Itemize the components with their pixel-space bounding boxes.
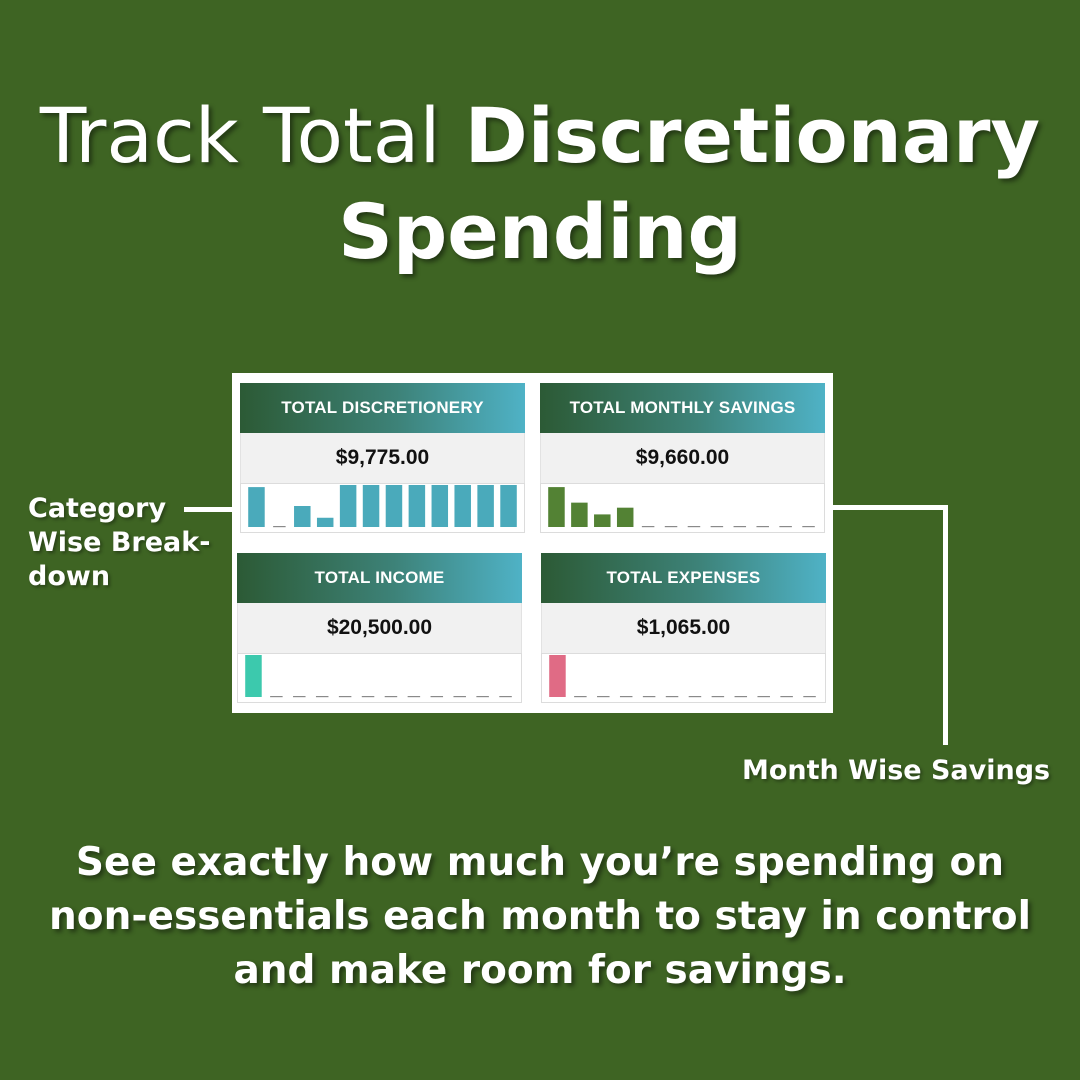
sparkline-empty-marker <box>270 696 283 698</box>
sparkline-empty-marker <box>499 696 512 698</box>
sparkline-bar <box>477 485 494 527</box>
sparkline-svg <box>245 655 512 698</box>
sparkline-empty-marker <box>780 696 793 698</box>
sparkline-bar <box>245 655 262 697</box>
annotation-line: Category <box>28 493 167 524</box>
sparkline-bar <box>594 514 611 527</box>
connector-line-category <box>184 507 236 512</box>
sparkline-empty-marker <box>338 696 352 698</box>
sparkline-svg <box>548 487 815 528</box>
card-total-monthly-savings: TOTAL MONTHLY SAVINGS $9,660.00 <box>540 383 825 533</box>
sparkline-empty-marker <box>779 526 792 528</box>
headline-bold-text: Discretionary <box>464 91 1041 180</box>
sparkline-empty-marker <box>641 526 655 528</box>
sparkline-bar <box>548 487 565 527</box>
description-text: See exactly how much you’re spending on … <box>30 836 1050 998</box>
sparkline-bar <box>431 485 449 527</box>
card-total-expenses: TOTAL EXPENSES $1,065.00 <box>541 553 826 703</box>
annotation-category-wise: Category Wise Break- down <box>28 492 210 594</box>
annotation-line: Wise Break- <box>28 527 211 558</box>
headline-line-1: Track Total Discretionary <box>0 88 1080 184</box>
sparkline-bar <box>362 485 380 527</box>
sparkline-bar <box>454 485 471 527</box>
sparkline-bar <box>571 502 588 527</box>
card-value: $9,660.00 <box>540 433 825 483</box>
card-title: TOTAL MONTHLY SAVINGS <box>540 383 825 433</box>
sparkline-empty-marker <box>733 526 747 528</box>
card-sparkline <box>541 653 826 703</box>
headline: Track Total Discretionary Spending <box>0 88 1080 280</box>
card-title: TOTAL INCOME <box>237 553 522 603</box>
headline-light-text: Track Total <box>39 91 465 180</box>
connector-line-month-horizontal <box>833 505 948 510</box>
connector-line-month-vertical <box>943 505 948 745</box>
description-line: non-essentials each month to stay in con… <box>49 894 1031 939</box>
annotation-month-wise-savings: Month Wise Savings <box>742 755 1051 786</box>
sparkline-empty-marker <box>315 696 329 698</box>
sparkline-empty-marker <box>453 696 466 698</box>
sparkline-empty-marker <box>597 696 610 698</box>
sparkline-empty-marker <box>574 696 587 698</box>
sparkline-empty-marker <box>293 696 306 698</box>
card-value: $20,500.00 <box>237 603 522 653</box>
sparkline-bar <box>385 485 403 527</box>
sparkline-empty-marker <box>734 696 748 698</box>
card-total-income: TOTAL INCOME $20,500.00 <box>237 553 522 703</box>
sparkline-svg <box>248 485 517 528</box>
sparkline-empty-marker <box>802 526 815 528</box>
sparkline-bar <box>294 506 311 527</box>
card-title: TOTAL DISCRETIONERY <box>240 383 525 433</box>
card-value: $1,065.00 <box>541 603 826 653</box>
description-line: See exactly how much you’re spending on <box>75 840 1005 885</box>
card-sparkline <box>540 483 825 533</box>
sparkline-empty-marker <box>687 526 701 528</box>
headline-line-2: Spending <box>338 187 742 276</box>
annotation-line: down <box>28 561 111 592</box>
sparkline-empty-marker <box>664 526 678 528</box>
sparkline-bar <box>549 655 566 697</box>
sparkline-svg <box>549 655 816 698</box>
sparkline-empty-marker <box>407 696 421 698</box>
description-line: and make room for savings. <box>233 948 847 993</box>
sparkline-empty-marker <box>756 526 769 528</box>
sparkline-empty-marker <box>688 696 702 698</box>
sparkline-empty-marker <box>430 696 444 698</box>
sparkline-empty-marker <box>384 696 398 698</box>
card-sparkline <box>237 653 522 703</box>
sparkline-empty-marker <box>665 696 679 698</box>
sparkline-empty-marker <box>273 526 286 528</box>
card-value: $9,775.00 <box>240 433 525 483</box>
sparkline-bar <box>248 487 265 527</box>
sparkline-empty-marker <box>710 526 724 528</box>
sparkline-bar <box>500 485 517 527</box>
sparkline-empty-marker <box>361 696 375 698</box>
sparkline-bar <box>316 517 334 527</box>
card-title: TOTAL EXPENSES <box>541 553 826 603</box>
sparkline-empty-marker <box>642 696 656 698</box>
dashboard-panel: TOTAL DISCRETIONERY $9,775.00 TOTAL MONT… <box>232 373 833 713</box>
sparkline-empty-marker <box>711 696 725 698</box>
sparkline-bar <box>616 507 634 527</box>
sparkline-empty-marker <box>803 696 816 698</box>
sparkline-empty-marker <box>619 696 633 698</box>
sparkline-empty-marker <box>757 696 770 698</box>
sparkline-bar <box>339 485 357 527</box>
sparkline-bar <box>408 485 426 527</box>
card-total-discretionery: TOTAL DISCRETIONERY $9,775.00 <box>240 383 525 533</box>
sparkline-empty-marker <box>476 696 489 698</box>
card-sparkline <box>240 483 525 533</box>
